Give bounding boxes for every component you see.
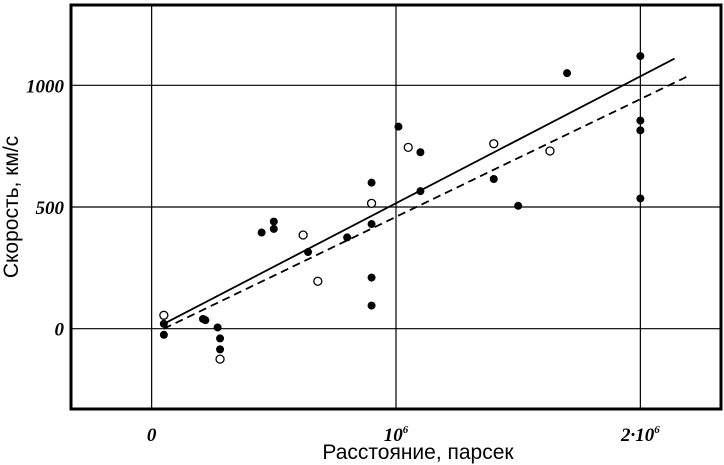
- filled-point-20: [514, 201, 523, 210]
- filled-point-24: [636, 126, 645, 135]
- open-point-7: [545, 146, 555, 156]
- open-point-4: [366, 198, 377, 208]
- y-axis-label: Скорость, км/с: [0, 136, 23, 278]
- filled-point-14: [367, 273, 376, 282]
- y-tick-label-0: 0: [55, 320, 65, 341]
- open-point-5: [403, 142, 413, 153]
- filled-point-3: [201, 316, 210, 325]
- filled-point-0: [159, 319, 168, 328]
- filled-point-18: [416, 187, 425, 196]
- filled-point-21: [563, 69, 572, 78]
- x-axis-label: Расстояние, парсек: [322, 441, 514, 464]
- filled-point-10: [304, 248, 313, 257]
- y-tick-labels: 0 500 1000: [26, 76, 65, 340]
- filled-point-15: [367, 301, 376, 310]
- filled-point-1: [159, 330, 168, 339]
- x-tick-label-1: 106: [384, 424, 409, 446]
- filled-point-16: [394, 122, 403, 131]
- open-point-3: [313, 276, 323, 286]
- filled-point-17: [416, 148, 425, 157]
- x-tick-labels: 0 106 2·106: [147, 424, 660, 446]
- data-points: [159, 52, 645, 364]
- filled-point-9: [269, 224, 278, 233]
- filled-point-22: [636, 52, 645, 61]
- filled-point-7: [257, 228, 266, 237]
- open-point-0: [159, 310, 169, 320]
- filled-point-8: [269, 217, 278, 226]
- fit-line-dashed: [163, 74, 690, 330]
- x-tick-label-2: 2·106: [620, 424, 660, 446]
- open-point-6: [489, 139, 499, 149]
- y-tick-label-1: 500: [36, 198, 65, 219]
- filled-point-19: [489, 175, 498, 184]
- filled-point-12: [367, 178, 376, 187]
- filled-point-11: [343, 233, 352, 242]
- filled-point-4: [213, 323, 222, 332]
- grid-lines: [71, 5, 721, 409]
- open-point-2: [298, 230, 308, 240]
- filled-point-25: [636, 194, 645, 203]
- filled-point-13: [367, 220, 376, 229]
- filled-point-5: [216, 334, 225, 343]
- y-tick-label-2: 1000: [26, 76, 65, 97]
- fit-lines: [163, 57, 690, 330]
- x-tick-label-0: 0: [147, 425, 157, 446]
- filled-point-23: [636, 116, 645, 125]
- filled-point-6: [216, 345, 225, 354]
- open-point-1: [215, 354, 225, 364]
